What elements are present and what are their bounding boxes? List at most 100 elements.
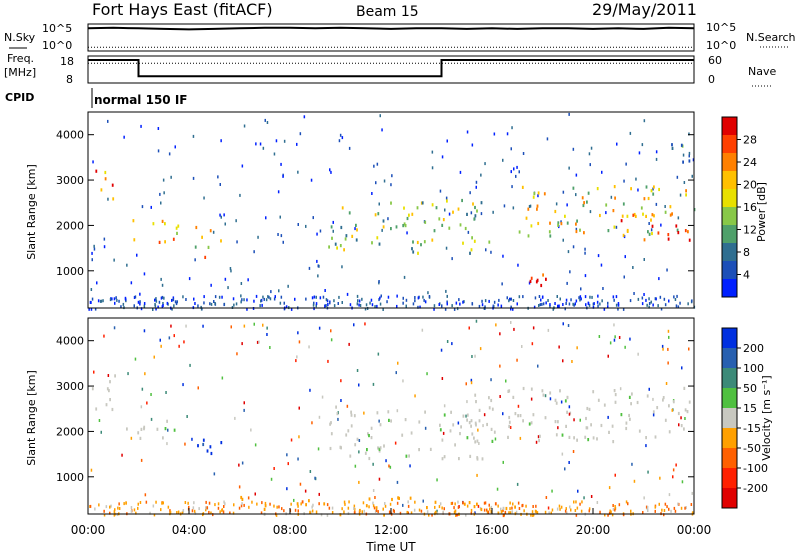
heatmap-cell bbox=[549, 305, 551, 309]
heatmap-cell bbox=[384, 504, 387, 508]
heatmap-cell bbox=[532, 195, 535, 199]
heatmap-cell bbox=[457, 500, 459, 504]
heatmap-cell bbox=[511, 510, 513, 514]
heatmap-cell bbox=[448, 212, 451, 216]
heatmap-cell bbox=[378, 449, 381, 453]
heatmap-cell bbox=[488, 240, 491, 244]
heatmap-cell bbox=[175, 302, 178, 306]
heatmap-cell bbox=[472, 202, 474, 206]
heatmap-cell bbox=[283, 301, 285, 305]
heatmap-cell bbox=[599, 213, 601, 218]
heatmap-cell bbox=[325, 298, 328, 302]
heatmap-cell bbox=[162, 304, 164, 307]
heatmap-cell bbox=[508, 420, 511, 424]
heatmap-cell bbox=[406, 510, 408, 514]
heatmap-cell bbox=[530, 276, 533, 280]
heatmap-cell bbox=[480, 173, 482, 177]
heatmap-cell bbox=[286, 453, 288, 457]
heatmap-cell bbox=[104, 177, 107, 181]
heatmap-cell bbox=[667, 361, 669, 365]
heatmap-cell bbox=[118, 507, 121, 510]
heatmap-cell bbox=[469, 251, 471, 255]
heatmap-cell bbox=[473, 505, 476, 509]
heatmap-cell bbox=[403, 206, 405, 210]
heatmap-cell bbox=[488, 503, 490, 507]
heatmap-cell bbox=[674, 298, 677, 301]
heatmap-cell bbox=[398, 496, 400, 500]
heatmap-cell bbox=[561, 452, 564, 456]
heatmap-cell bbox=[444, 307, 447, 311]
heatmap-cell bbox=[405, 304, 407, 308]
heatmap-cell bbox=[441, 457, 444, 461]
heatmap-cell bbox=[573, 418, 575, 422]
heatmap-cell bbox=[118, 502, 120, 506]
heatmap-cell bbox=[391, 174, 393, 178]
heatmap-cell bbox=[140, 458, 143, 462]
heatmap-cell bbox=[471, 432, 474, 436]
heatmap-cell bbox=[483, 508, 486, 512]
heatmap-cell bbox=[478, 408, 481, 412]
heatmap-cell bbox=[320, 513, 323, 517]
heatmap-cell bbox=[506, 296, 508, 300]
heatmap-cell bbox=[331, 236, 333, 240]
heatmap-cell bbox=[499, 332, 501, 336]
heatmap-cell bbox=[677, 305, 680, 309]
heatmap-cell bbox=[363, 411, 365, 415]
velocity-colorbar-swatch bbox=[722, 388, 737, 408]
heatmap-cell bbox=[431, 166, 434, 170]
heatmap-cell bbox=[431, 150, 434, 154]
heatmap-cell bbox=[397, 496, 399, 500]
heatmap-cell bbox=[184, 442, 186, 446]
heatmap-cell bbox=[664, 210, 667, 214]
heatmap-cell bbox=[416, 240, 419, 245]
heatmap-cell bbox=[346, 292, 349, 296]
heatmap-cell bbox=[401, 433, 404, 437]
heatmap-cell bbox=[470, 378, 473, 382]
heatmap-cell bbox=[559, 507, 561, 511]
heatmap-cell bbox=[585, 416, 587, 421]
heatmap-cell bbox=[253, 250, 255, 254]
heatmap-cell bbox=[490, 398, 493, 403]
velocity-colorbar-swatch bbox=[722, 328, 737, 348]
heatmap-cell bbox=[166, 419, 168, 423]
heatmap-cell bbox=[688, 132, 690, 136]
heatmap-cell bbox=[326, 299, 329, 303]
heatmap-cell bbox=[668, 299, 670, 303]
heatmap-cell bbox=[253, 299, 255, 303]
heatmap-cell bbox=[668, 507, 670, 511]
heatmap-cell bbox=[680, 506, 683, 510]
heatmap-cell bbox=[248, 505, 250, 509]
heatmap-cell bbox=[517, 263, 519, 267]
heatmap-cell bbox=[480, 201, 483, 205]
heatmap-cell bbox=[477, 428, 479, 432]
heatmap-cell bbox=[490, 250, 492, 254]
heatmap-cell bbox=[622, 202, 625, 206]
heatmap-cell bbox=[539, 434, 541, 438]
heatmap-cell bbox=[435, 206, 438, 210]
time-tick-label: 00:00 bbox=[71, 523, 106, 537]
heatmap-cell bbox=[624, 345, 626, 349]
heatmap-cell bbox=[677, 502, 679, 506]
heatmap-cell bbox=[229, 267, 232, 270]
heatmap-cell bbox=[565, 298, 568, 302]
heatmap-cell bbox=[103, 237, 106, 241]
heatmap-cell bbox=[345, 433, 348, 437]
heatmap-cell bbox=[107, 374, 110, 377]
heatmap-cell bbox=[350, 424, 353, 428]
heatmap-cell bbox=[650, 300, 652, 304]
heatmap-cell bbox=[212, 513, 214, 517]
heatmap-cell bbox=[502, 158, 504, 162]
heatmap-cell bbox=[368, 456, 371, 461]
heatmap-cell bbox=[361, 297, 363, 301]
heatmap-cell bbox=[521, 185, 524, 189]
heatmap-cell bbox=[483, 501, 486, 505]
heatmap-cell bbox=[201, 235, 203, 239]
heatmap-cell bbox=[219, 213, 221, 217]
heatmap-cell bbox=[259, 304, 261, 308]
heatmap-cell bbox=[280, 162, 282, 166]
heatmap-cell bbox=[680, 143, 683, 147]
heatmap-cell bbox=[576, 438, 578, 442]
heatmap-cell bbox=[140, 124, 142, 128]
heatmap-cell bbox=[597, 294, 599, 298]
